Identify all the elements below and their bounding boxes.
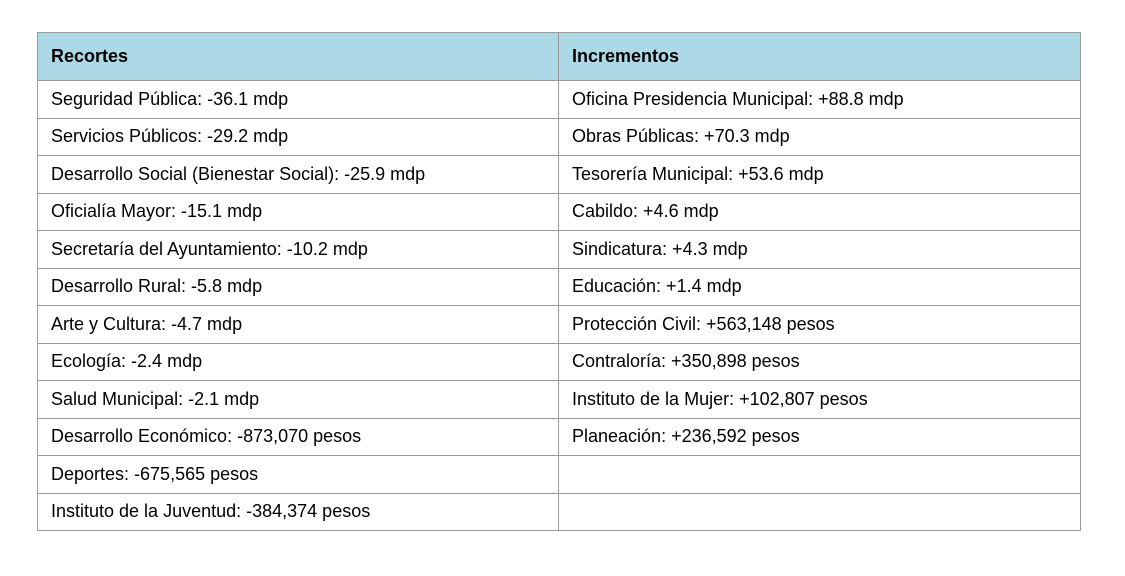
table-row: Deportes: -675,565 pesos (37, 455, 1081, 494)
cell-incremento: Sindicatura: +4.3 mdp (558, 230, 1081, 269)
table-row: Servicios Públicos: -29.2 mdp Obras Públi… (37, 117, 1081, 156)
cell-incremento: Tesorería Municipal: +53.6 mdp (558, 155, 1081, 194)
table-row: Seguridad Pública: -36.1 mdp Oficina Pres… (37, 80, 1081, 119)
budget-changes-table: Recortes Incrementos Seguridad Pública: … (37, 32, 1081, 531)
table-row: Instituto de la Juventud: -384,374 pesos (37, 492, 1081, 531)
cell-recorte: Salud Municipal: -2.1 mdp (37, 380, 559, 419)
header-row: Recortes Incrementos (37, 32, 1081, 81)
cell-recorte: Seguridad Pública: -36.1 mdp (37, 80, 559, 119)
cell-recorte: Secretaría del Ayuntamiento: -10.2 mdp (37, 230, 559, 269)
cell-incremento: Planeación: +236,592 pesos (558, 417, 1081, 456)
cell-incremento: Oficina Presidencia Municipal: +88.8 mdp (558, 80, 1081, 119)
cell-recorte: Desarrollo Social (Bienestar Social): -2… (37, 155, 559, 194)
table-row: Ecología: -2.4 mdp Contraloría: +350,898 … (37, 342, 1081, 381)
cell-incremento: Contraloría: +350,898 pesos (558, 342, 1081, 381)
table-row: Oficialía Mayor: -15.1 mdp Cabildo: +4.6 … (37, 192, 1081, 231)
cell-recorte: Deportes: -675,565 pesos (37, 455, 559, 494)
cell-recorte: Servicios Públicos: -29.2 mdp (37, 117, 559, 156)
cell-recorte: Arte y Cultura: -4.7 mdp (37, 305, 559, 344)
cell-incremento (558, 492, 1081, 531)
cell-incremento (558, 455, 1081, 494)
cell-recorte: Ecología: -2.4 mdp (37, 342, 559, 381)
header-incrementos: Incrementos (558, 32, 1081, 81)
cell-recorte: Instituto de la Juventud: -384,374 pesos (37, 492, 559, 531)
cell-incremento: Instituto de la Mujer: +102,807 pesos (558, 380, 1081, 419)
cell-recorte: Desarrollo Rural: -5.8 mdp (37, 267, 559, 306)
table-row: Salud Municipal: -2.1 mdp Instituto de la… (37, 380, 1081, 419)
table-row: Desarrollo Rural: -5.8 mdp Educación: +1.… (37, 267, 1081, 306)
cell-incremento: Educación: +1.4 mdp (558, 267, 1081, 306)
table-row: Desarrollo Económico: -873,070 pesos Plan… (37, 417, 1081, 456)
table-row: Secretaría del Ayuntamiento: -10.2 mdp Si… (37, 230, 1081, 269)
cell-incremento: Protección Civil: +563,148 pesos (558, 305, 1081, 344)
table-row: Desarrollo Social (Bienestar Social): -2… (37, 155, 1081, 194)
cell-recorte: Oficialía Mayor: -15.1 mdp (37, 192, 559, 231)
table-row: Arte y Cultura: -4.7 mdp Protección Civil… (37, 305, 1081, 344)
cell-recorte: Desarrollo Económico: -873,070 pesos (37, 417, 559, 456)
cell-incremento: Cabildo: +4.6 mdp (558, 192, 1081, 231)
header-recortes: Recortes (37, 32, 559, 81)
cell-incremento: Obras Públicas: +70.3 mdp (558, 117, 1081, 156)
